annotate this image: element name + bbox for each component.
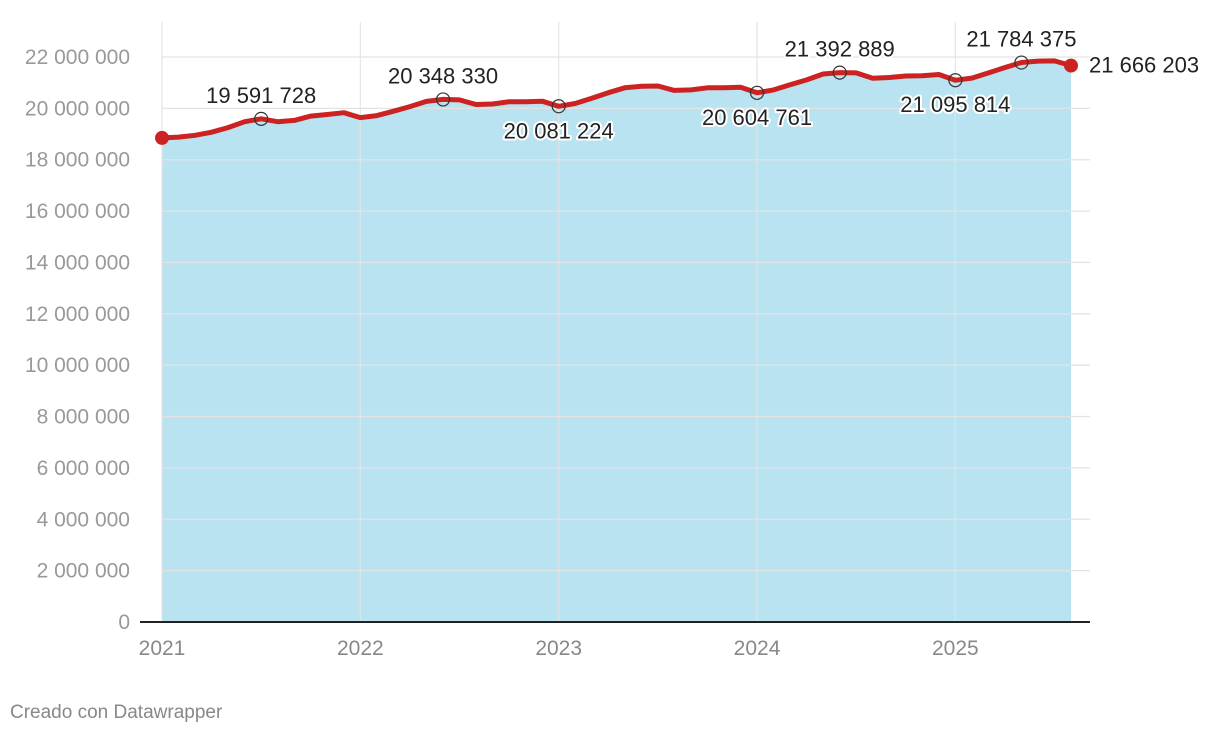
y-tick-label: 4 000 000 bbox=[37, 508, 130, 531]
data-label: 21 095 814 bbox=[900, 92, 1010, 117]
y-tick-label: 20 000 000 bbox=[25, 97, 130, 120]
data-label: 20 604 761 bbox=[702, 105, 812, 130]
x-tick-label: 2022 bbox=[337, 637, 384, 660]
annotation-marker bbox=[435, 92, 451, 107]
y-tick-label: 10 000 000 bbox=[25, 354, 130, 377]
end-point-dot bbox=[1064, 58, 1078, 73]
y-tick-label: 8 000 000 bbox=[37, 406, 130, 429]
x-tick-label: 2023 bbox=[535, 637, 582, 660]
y-tick-label: 12 000 000 bbox=[25, 303, 130, 326]
x-tick-label: 2021 bbox=[139, 637, 186, 660]
y-tick-label: 14 000 000 bbox=[25, 251, 130, 274]
y-tick-label: 22 000 000 bbox=[25, 46, 130, 69]
annotation-marker bbox=[749, 85, 765, 100]
end-value-label: 21 666 203 bbox=[1089, 53, 1199, 78]
data-label: 19 591 728 bbox=[206, 83, 316, 108]
data-label: 21 784 375 bbox=[966, 27, 1076, 52]
annotation-marker bbox=[832, 65, 847, 80]
y-tick-label: 18 000 000 bbox=[25, 149, 130, 172]
annotation-marker bbox=[1014, 55, 1029, 70]
credit-text[interactable]: Creado con Datawrapper bbox=[10, 702, 223, 723]
area-fill bbox=[162, 60, 1071, 622]
data-label: 20 348 330 bbox=[388, 63, 498, 88]
y-tick-label: 6 000 000 bbox=[37, 457, 130, 480]
y-tick-label: 16 000 000 bbox=[25, 200, 130, 223]
data-label: 20 081 224 bbox=[504, 118, 614, 143]
line-area-chart: 0 2 000 000 4 000 000 6 000 000 8 000 000 10 … bbox=[25, 22, 1199, 660]
y-tick-label: 2 000 000 bbox=[37, 560, 130, 583]
annotation-marker bbox=[551, 99, 566, 114]
x-tick-label: 2024 bbox=[734, 637, 781, 660]
series-line bbox=[159, 58, 1074, 141]
annotation-marker bbox=[254, 111, 269, 126]
y-tick-label: 0 bbox=[118, 611, 130, 634]
data-label: 21 392 889 bbox=[785, 37, 895, 62]
annotation-marker bbox=[948, 73, 963, 88]
x-tick-label: 2025 bbox=[932, 637, 979, 660]
start-point-dot bbox=[155, 130, 169, 145]
